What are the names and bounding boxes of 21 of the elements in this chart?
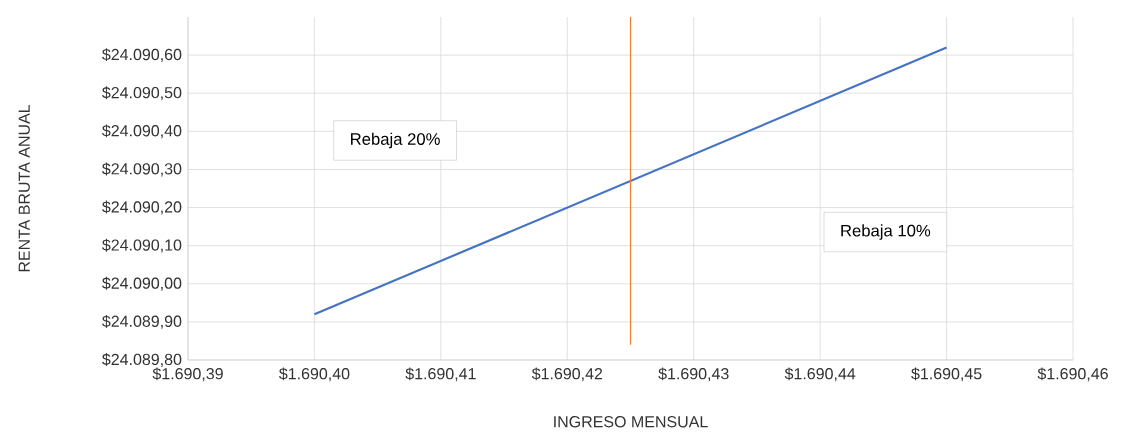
x-tick-label: $1.690,43 (658, 367, 729, 382)
y-tick-label: $24.089,80 (102, 353, 182, 367)
y-tick-label: $24.090,00 (102, 276, 182, 291)
y-tick-label: $24.090,30 (102, 162, 182, 177)
x-tick-label: $1.690,45 (911, 367, 982, 382)
x-tick-label: $1.690,39 (152, 367, 223, 382)
y-tick-label: $24.089,90 (102, 314, 182, 329)
annotation: Rebaja 20% (351, 132, 440, 149)
y-axis-title: RENTA BRUTA ANUAL (18, 104, 30, 272)
x-tick-label: $1.690,44 (784, 367, 856, 382)
y-tick-label: $24.090,20 (102, 200, 182, 215)
y-tick-label: $24.090,10 (102, 238, 182, 253)
y-tick-label: $24.090,40 (102, 124, 182, 139)
x-tick-label: $1.690,42 (531, 367, 603, 382)
y-tick-label: $24.090,50 (102, 86, 182, 101)
x-tick-label: $1.690,41 (405, 367, 476, 382)
x-axis-title: INGRESO MENSUAL (554, 416, 708, 428)
x-tick-label: $1.690,46 (1037, 367, 1108, 382)
annotation: Rebaja 10% (841, 224, 931, 240)
y-tick-label: $24.090,60 (102, 48, 182, 63)
x-tick-label: $1.690,40 (279, 367, 350, 382)
